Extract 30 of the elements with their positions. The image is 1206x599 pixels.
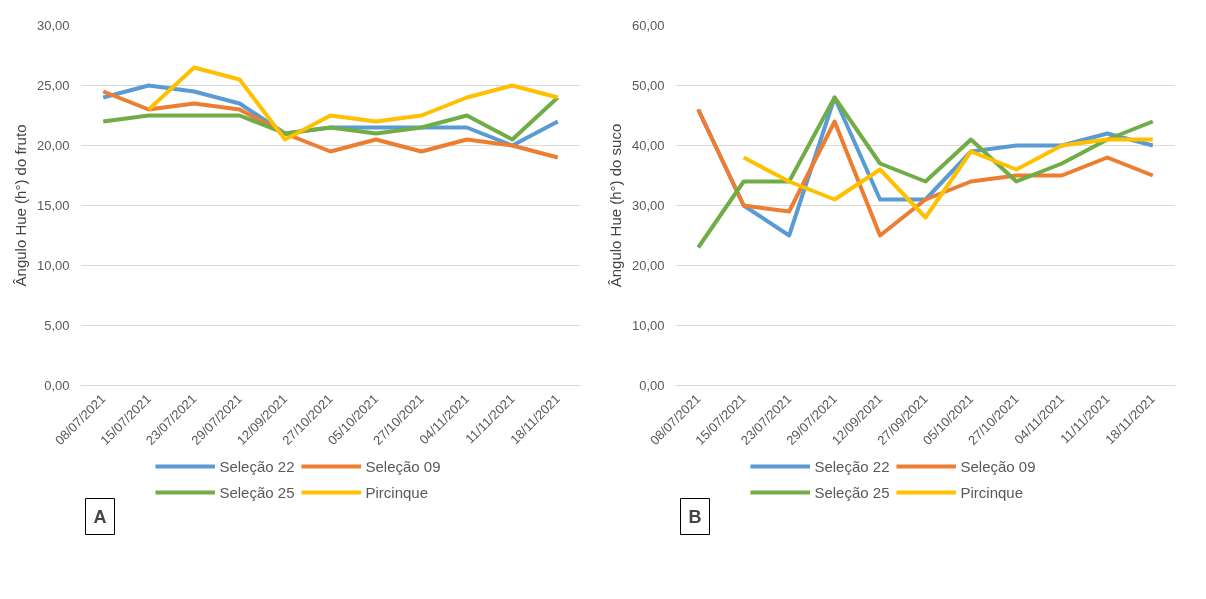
y-tick-label: 10,00 [36, 258, 70, 273]
y-tick-label: 15,00 [36, 198, 70, 213]
text: B [688, 506, 702, 527]
legend-label: Seleção 25 [814, 483, 890, 501]
y-tick-label: 0,00 [44, 378, 70, 393]
y-tick-label: 20,00 [631, 258, 665, 273]
line-series [741, 137, 1155, 220]
legend-label: Seleção 22 [219, 457, 295, 475]
y-tick-label: 5,00 [44, 318, 70, 333]
y-tick-label: 30,00 [36, 18, 70, 33]
legend-label: Seleção 09 [365, 457, 441, 475]
y-tick-label: 20,00 [36, 138, 70, 153]
y-tick-label: 50,00 [631, 78, 665, 93]
y-axis-title: Ângulo Hue (h°) do fruto [11, 124, 29, 287]
legend-label: Seleção 25 [219, 483, 295, 501]
y-tick-label: 30,00 [631, 198, 665, 213]
legend-label: Seleção 09 [960, 457, 1036, 475]
y-tick-label: 10,00 [631, 318, 665, 333]
y-tick-label: 40,00 [631, 138, 665, 153]
legend-label: Pircinque [365, 483, 429, 501]
line-series [101, 95, 560, 142]
y-tick-label: 60,00 [631, 18, 665, 33]
legend-label: Pircinque [960, 483, 1024, 501]
line-series [146, 65, 560, 142]
line-series [101, 89, 560, 160]
legend-label: Seleção 22 [814, 457, 890, 475]
text: A [93, 506, 107, 527]
y-tick-label: 0,00 [639, 378, 665, 393]
y-axis-title: Ângulo Hue (h°) do suco [606, 123, 624, 288]
y-tick-label: 25,00 [36, 78, 70, 93]
